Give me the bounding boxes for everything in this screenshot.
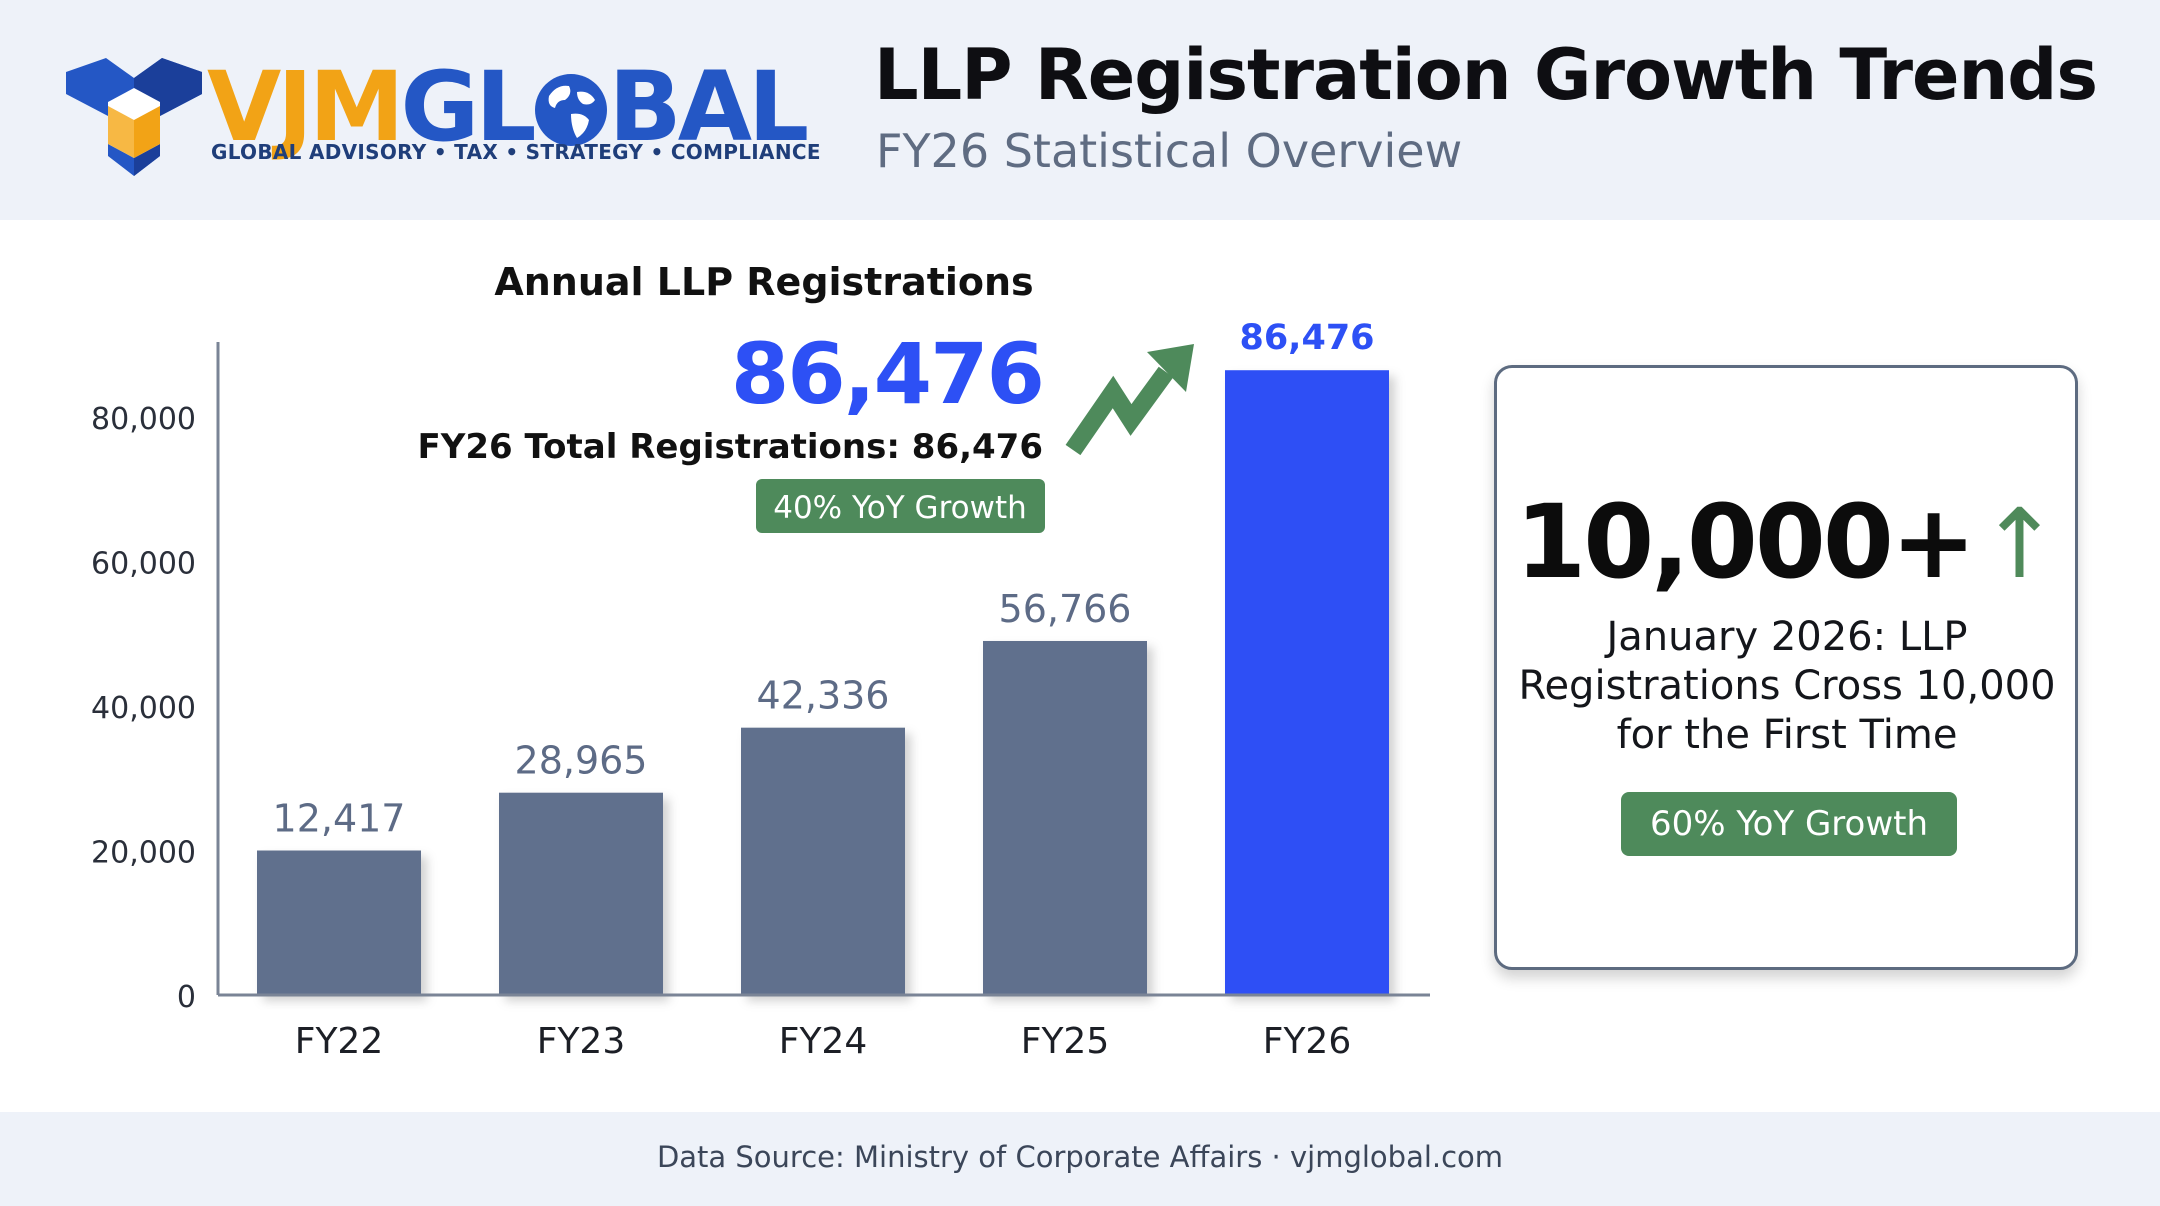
data-source: Data Source: Ministry of Corporate Affai…: [656, 1140, 1504, 1174]
bar-value-label: 12,417: [273, 797, 406, 841]
annotation-caption: FY26 Total Registrations: 86,476: [418, 427, 1044, 467]
x-tick-label: FY26: [1263, 1021, 1352, 1062]
x-tick-label: FY24: [779, 1021, 868, 1062]
bar-value-label: 86,476: [1239, 318, 1374, 358]
x-axis: FY22 FY23 FY24 FY25 FY26: [295, 1021, 1352, 1062]
chart-title: Annual LLP Registrations: [494, 260, 1033, 304]
bar-value-label: 28,965: [515, 739, 648, 783]
bar-fy23: [499, 792, 663, 995]
brand-name-gl: GL: [400, 51, 537, 163]
milestone-number: 10,000+↑: [1497, 483, 2075, 602]
annotation-big-number: 86,476: [731, 325, 1043, 423]
y-tick-label: 40,000: [91, 691, 196, 726]
brand-name-vjm: VJM: [207, 51, 405, 163]
fy26-annotation: 86,476 FY26 Total Registrations: 86,476 …: [418, 325, 1194, 533]
milestone-number-value: 10,000+: [1515, 483, 1976, 602]
annotation-badge-label: 40% YoY Growth: [773, 490, 1027, 526]
bar-chart: Annual LLP Registrations 0 20,000 40,000 60…: [91, 260, 1430, 1062]
y-tick-label: 0: [177, 980, 196, 1015]
bar-fy24: [741, 727, 905, 995]
brand-name-bal: BAL: [608, 51, 810, 163]
folded-box-icon: [66, 58, 202, 176]
globe-icon: [534, 74, 607, 146]
milestone-text: January 2026: LLP Registrations Cross 10…: [1518, 614, 2056, 758]
header-band: VJMGL BAL GLOBAL ADVISORY • TAX • STRATEG…: [0, 0, 2160, 220]
annotation-badge: [756, 479, 1045, 533]
x-tick-label: FY22: [295, 1021, 384, 1062]
bar-value-label: 56,766: [999, 587, 1132, 631]
x-tick-label: FY23: [537, 1021, 626, 1062]
footer: Data Source: Ministry of Corporate Affai…: [0, 1112, 2160, 1206]
brand-logo[interactable]: VJMGL BAL GLOBAL ADVISORY • TAX • STRATEG…: [64, 52, 821, 176]
y-tick-label: 60,000: [91, 547, 196, 582]
y-tick-label: 80,000: [91, 402, 196, 437]
bars-group: 12,417 28,965 42,336 56,766 86,476: [257, 318, 1389, 995]
page-subtitle: FY26 Statistical Overview: [876, 124, 1463, 178]
brand-name: VJMGL BAL: [207, 51, 810, 163]
bar-fy22: [257, 850, 421, 995]
milestone-card: 10,000+↑ January 2026: LLP Registrations…: [1494, 365, 2078, 970]
bar-fy25: [983, 640, 1147, 995]
brand-tagline: GLOBAL ADVISORY • TAX • STRATEGY • COMPL…: [211, 140, 821, 164]
trend-up-arrow-icon: [1065, 344, 1194, 456]
page-title: LLP Registration Growth Trends: [874, 34, 2098, 116]
milestone-badge: 60% YoY Growth: [1621, 792, 1957, 856]
up-arrow-icon: ↑: [1979, 488, 2059, 600]
bar-fy26: [1225, 370, 1389, 995]
y-axis: 0 20,000 40,000 60,000 80,000: [91, 402, 196, 1015]
x-tick-label: FY25: [1021, 1021, 1110, 1062]
bar-value-label: 42,336: [757, 674, 890, 718]
y-tick-label: 20,000: [91, 836, 196, 871]
